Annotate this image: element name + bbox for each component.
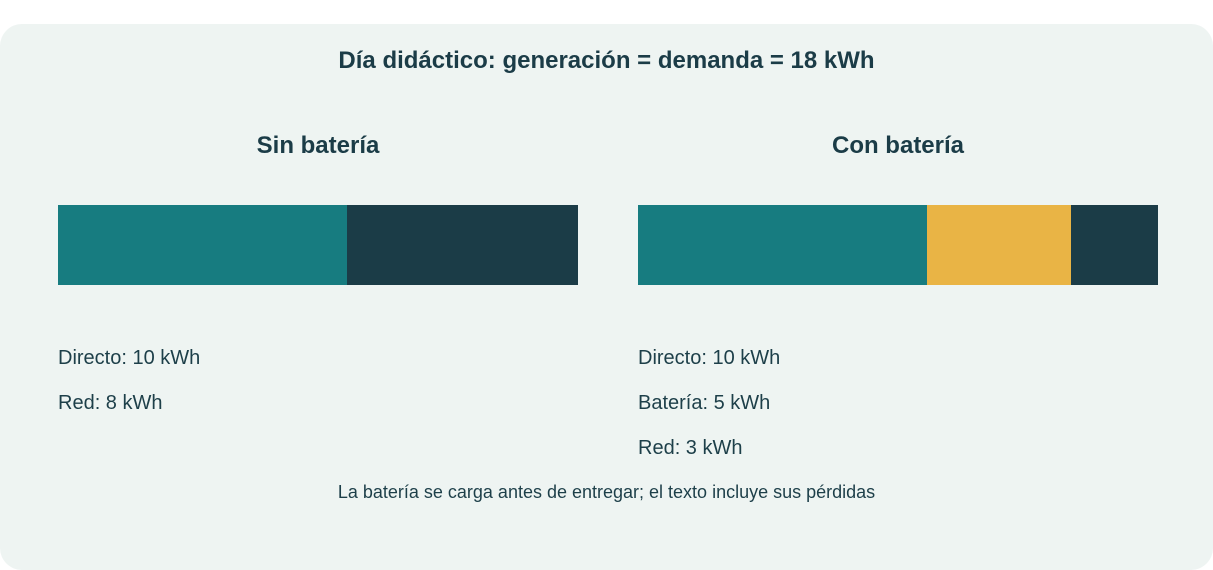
chart-footnote: La batería se carga antes de entregar; e… — [337, 482, 876, 502]
panel-title-without-battery: Sin batería — [256, 132, 380, 159]
stacked-bar-with-battery — [638, 205, 1158, 285]
stacked-bar-without-battery — [58, 205, 578, 285]
panel-title-with-battery: Con batería — [831, 132, 965, 159]
bar-segment-grid — [1071, 205, 1158, 285]
legend-label-grid-with-battery: Red: 3 kWh — [638, 437, 743, 459]
bar-segment-battery — [927, 205, 1071, 285]
chart-title: Día didáctico: generación = demanda = 18… — [338, 47, 875, 74]
legend-label-direct-with-battery: Directo: 10 kWh — [638, 347, 781, 369]
bar-segment-grid — [347, 205, 578, 285]
bar-segment-direct — [638, 205, 927, 285]
chart-card — [0, 24, 1213, 570]
legend-label-grid-without-battery: Red: 8 kWh — [58, 392, 163, 414]
legend-label-direct-without-battery: Directo: 10 kWh — [58, 347, 201, 369]
bar-segment-direct — [58, 205, 347, 285]
legend-label-battery-with-battery: Batería: 5 kWh — [638, 392, 771, 414]
